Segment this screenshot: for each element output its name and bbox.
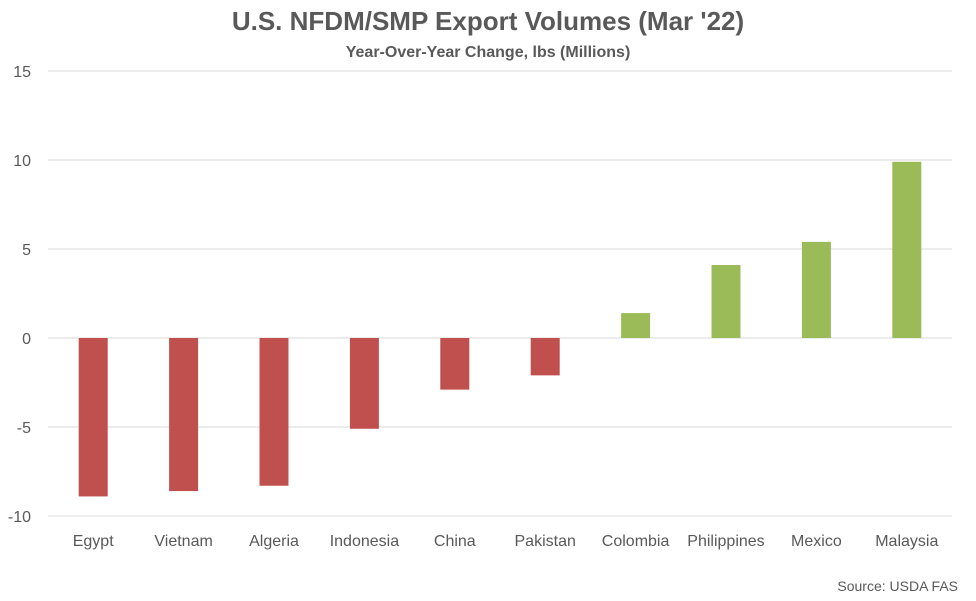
bar	[621, 313, 651, 338]
x-tick-label: Malaysia	[875, 533, 938, 550]
y-tick-label: -5	[17, 420, 31, 437]
y-tick-label: 0	[22, 331, 31, 348]
x-tick-label: Egypt	[73, 533, 114, 550]
x-tick-label: Vietnam	[154, 533, 212, 550]
bar	[259, 338, 289, 486]
bar	[349, 338, 379, 429]
x-tick-label: Mexico	[791, 533, 842, 550]
y-tick-label: 15	[13, 64, 31, 81]
y-axis-labels: 15 10 5 0 -5 -10	[8, 64, 31, 526]
y-tick-label: -10	[8, 509, 31, 526]
source-note: Source: USDA FAS	[837, 578, 958, 594]
x-axis-labels: Egypt Vietnam Algeria Indonesia China Pakista…	[73, 533, 939, 550]
x-tick-label: Colombia	[602, 533, 670, 550]
x-tick-label: Pakistan	[515, 533, 576, 550]
bars	[78, 161, 922, 497]
bar	[78, 338, 108, 497]
bar	[892, 161, 922, 338]
x-tick-label: Philippines	[687, 533, 764, 550]
chart-subtitle: Year-Over-Year Change, lbs (Millions)	[345, 44, 631, 61]
y-tick-label: 5	[22, 242, 31, 259]
bar	[440, 338, 470, 390]
y-tick-label: 10	[13, 153, 31, 170]
chart-title: U.S. NFDM/SMP Export Volumes (Mar '22)	[231, 6, 745, 36]
x-tick-label: China	[434, 533, 476, 550]
x-tick-label: Algeria	[249, 533, 299, 550]
bar	[169, 338, 199, 492]
x-tick-label: Indonesia	[330, 533, 399, 550]
bar	[530, 338, 560, 376]
gridlines	[48, 70, 952, 517]
bar	[711, 265, 741, 338]
bar	[801, 241, 831, 338]
